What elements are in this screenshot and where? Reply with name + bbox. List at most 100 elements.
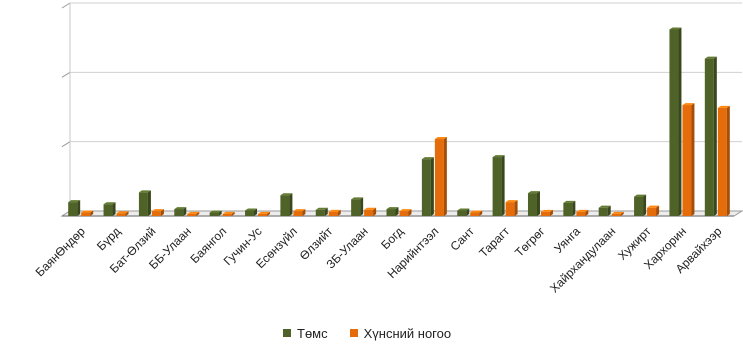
bar-side-2-15 [585,209,589,216]
legend-label-series-1: Төмс [297,325,328,341]
gridline-depth-3 [61,2,71,9]
bar-top-1-2 [103,202,116,205]
bar-front-2-14 [540,211,550,216]
bar-side-1-13 [501,155,505,216]
category-label-15: Уянга [551,224,583,256]
bar-front-2-4 [187,213,197,216]
bar-side-2-4 [196,211,200,216]
bar-top-2-6 [258,211,271,214]
bar-2-13 [505,200,518,216]
bar-side-1-14 [536,191,540,216]
category-label-10: Богд [378,224,406,252]
bar-2-8 [328,209,341,216]
bar-side-2-3 [160,209,164,216]
bar-front-1-10 [386,209,396,216]
bar-front-1-7 [280,195,290,216]
bar-top-1-7 [280,193,293,196]
bar-2-10 [399,209,412,216]
bar-side-2-6 [267,211,271,216]
bar-top-2-19 [717,105,730,108]
bar-side-2-10 [408,209,412,216]
bar-top-1-15 [563,200,576,203]
bar-side-2-16 [620,211,624,216]
bar-front-2-18 [682,105,692,216]
bar-front-1-2 [103,204,113,216]
bar-1-2 [103,202,116,216]
bar-2-2 [116,211,129,216]
bar-side-1-9 [360,197,364,216]
bar-front-1-12 [457,210,467,216]
bar-2-6 [258,211,271,216]
bar-side-2-8 [337,209,341,216]
bar-side-1-10 [395,207,399,216]
bar-top-1-16 [598,205,611,208]
bar-front-2-13 [505,202,515,216]
bar-1-6 [245,208,258,216]
bar-front-2-15 [576,211,586,216]
bar-side-2-7 [302,209,306,216]
bar-side-1-7 [289,193,293,216]
gridline-depth-2 [61,71,71,78]
bar-1-10 [386,207,399,216]
bar-1-13 [492,155,505,216]
bar-side-2-2 [125,211,129,216]
bar-front-2-19 [717,107,727,216]
bar-2-11 [434,137,447,216]
bar-top-1-8 [315,207,328,210]
bar-1-15 [563,200,576,216]
bar-top-2-3 [151,209,164,212]
bar-side-1-4 [183,207,187,216]
bar-top-1-11 [421,157,434,160]
bar-side-1-11 [430,157,434,216]
bar-2-19 [717,105,730,216]
bar-side-2-19 [726,105,730,216]
bar-top-2-14 [540,209,553,212]
legend: Төмс Хүнсний ногоо [283,324,451,342]
bar-2-5 [222,211,235,216]
bar-1-5 [209,210,222,216]
bar-top-1-4 [174,207,187,210]
bar-1-7 [280,193,293,216]
legend-label-series-2: Хүнсний ногоо [363,325,452,341]
bar-side-2-11 [443,137,447,216]
bar-side-1-5 [218,210,222,216]
bar-top-1-12 [457,208,470,211]
bar-top-1-19 [704,56,717,59]
gridlines [60,2,743,217]
bar-top-1-1 [68,200,81,203]
bar-1-14 [527,191,540,216]
bar-side-1-3 [147,190,151,216]
bar-top-2-7 [293,209,306,212]
bar-side-1-15 [572,200,576,216]
bar-1-16 [598,205,611,216]
bar-1-11 [421,157,434,216]
bar-top-1-14 [527,191,540,194]
bar-side-2-17 [656,205,660,216]
bar-front-2-9 [364,209,374,216]
bar-top-2-1 [81,210,94,213]
bar-1-18 [669,27,682,217]
bar-side-1-8 [324,207,328,216]
bar-top-2-18 [682,103,695,106]
bar-top-2-4 [187,211,200,214]
bar-front-1-8 [315,209,325,216]
bar-front-2-10 [399,211,409,216]
bar-front-1-15 [563,202,573,216]
bar-front-2-11 [434,139,444,216]
category-label-13: Тарагт [476,224,512,260]
bar-2-18 [682,103,695,216]
bar-top-2-12 [470,210,483,213]
bar-2-14 [540,209,553,216]
bar-1-12 [457,208,470,216]
bar-front-2-8 [328,211,338,216]
bar-top-1-9 [351,197,364,200]
bar-side-2-5 [231,211,235,216]
bar-side-1-6 [254,208,258,216]
bar-side-2-14 [549,209,553,216]
legend-swatch-series-2 [349,329,358,337]
bar-2-1 [81,210,94,216]
bar-2-12 [470,210,483,216]
legend-item-series-2: Хүнсний ногоо [349,325,452,341]
bar-front-2-17 [647,207,657,216]
